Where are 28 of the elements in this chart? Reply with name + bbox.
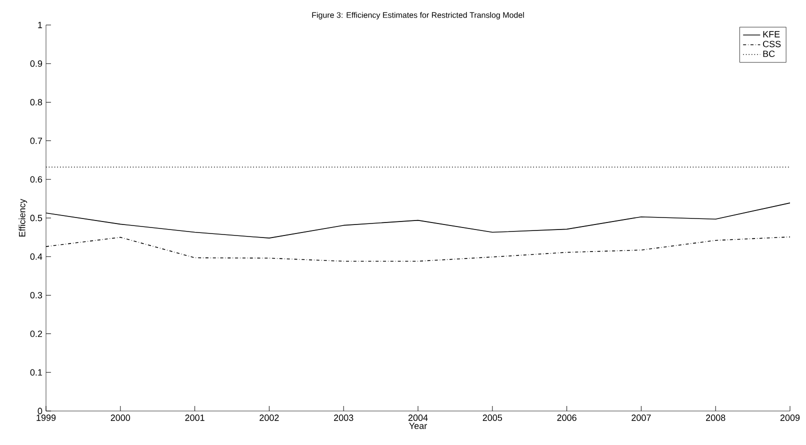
y-tick-label: 0.5 <box>30 214 42 222</box>
x-tick-label: 2003 <box>334 414 354 421</box>
x-axis-title: Year <box>409 422 427 430</box>
y-tick-label: 0.2 <box>30 330 42 337</box>
x-tick-label: 2009 <box>780 414 800 421</box>
legend-label: KFE <box>763 31 780 38</box>
y-tick-label: 0.7 <box>30 138 42 144</box>
y-tick-label: 0.6 <box>30 176 42 183</box>
chart-title: Figure 3: Efficiency Estimates for Restricted Translog Model <box>312 12 524 20</box>
x-tick-label: 2006 <box>557 414 576 421</box>
y-tick-label: 0.9 <box>30 60 42 67</box>
legend-label: BC <box>763 50 775 57</box>
x-tick-label: 2002 <box>260 414 279 421</box>
x-tick-label: 2008 <box>706 414 726 421</box>
legend-label: CSS <box>763 40 781 48</box>
y-axis-title: Efficiency <box>18 198 28 236</box>
y-tick-label: 0.3 <box>30 292 42 298</box>
x-tick-label: 2004 <box>408 414 428 421</box>
x-tick-label: 2000 <box>110 414 130 421</box>
y-tick-label: 0.1 <box>30 369 42 376</box>
y-tick-label: 0.4 <box>30 253 42 260</box>
x-tick-label: 2001 <box>185 414 204 421</box>
y-tick-label: 0.8 <box>30 99 42 106</box>
y-tick-label: 0 <box>38 408 42 414</box>
x-tick-label: 1999 <box>36 414 56 421</box>
x-tick-label: 2005 <box>482 414 502 421</box>
x-tick-label: 2007 <box>632 414 651 421</box>
y-tick-label: 1 <box>38 22 42 28</box>
